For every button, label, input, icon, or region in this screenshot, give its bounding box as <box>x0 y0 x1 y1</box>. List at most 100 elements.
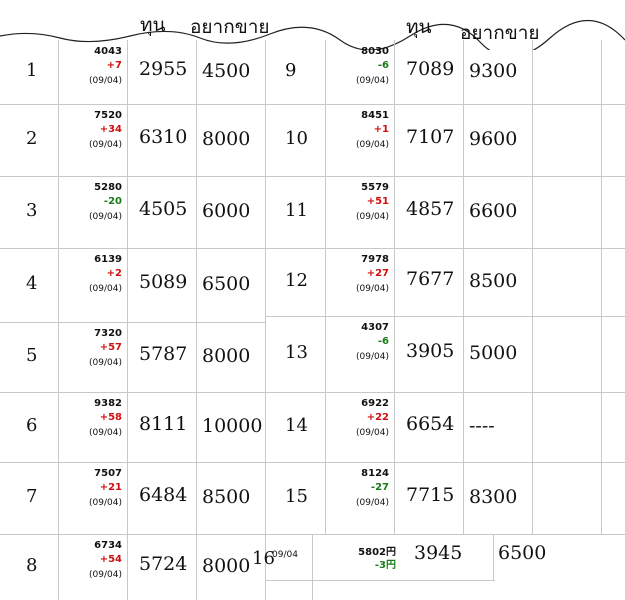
quote-date: (09/04) <box>356 140 389 150</box>
grid-line <box>265 176 625 177</box>
quote-change: +58 <box>99 412 122 423</box>
quote-price: 5579 <box>361 182 389 193</box>
row-number: 15 <box>285 486 308 507</box>
quote-date: (09/04) <box>356 212 389 222</box>
quote-date: (09/04) <box>89 498 122 508</box>
cost: 4505 <box>139 198 188 220</box>
grid-line <box>0 322 265 323</box>
cost: 3945 <box>414 542 463 564</box>
sell: 8000 <box>202 555 251 577</box>
sell: 9600 <box>469 128 518 150</box>
cost: 7107 <box>406 126 455 148</box>
sell: 8000 <box>202 128 251 150</box>
quote-price: 6734 <box>94 540 122 551</box>
quote-change: +51 <box>366 196 389 207</box>
sell: 6500 <box>202 273 251 295</box>
grid-line <box>325 40 326 534</box>
quote-date: (09/04) <box>356 76 389 86</box>
quote-date: (09/04) <box>89 358 122 368</box>
sell: 4500 <box>202 60 251 82</box>
quote-price: 6922 <box>361 398 389 409</box>
header-sell: อยากขาย <box>190 16 270 38</box>
row-number: 9 <box>285 60 297 81</box>
quote-date: (09/04) <box>89 76 122 86</box>
quote-change: +27 <box>366 268 389 279</box>
grid-line <box>0 248 265 249</box>
sell: 8000 <box>202 345 251 367</box>
quote-price: 7520 <box>94 110 122 121</box>
grid-line <box>601 40 602 534</box>
quote-date: (09/04) <box>89 140 122 150</box>
row-number: 7 <box>26 486 38 507</box>
grid-line <box>265 534 625 535</box>
grid-line <box>265 462 625 463</box>
quote-change: -6 <box>377 60 389 71</box>
cost: 5724 <box>139 553 188 575</box>
cost: 7715 <box>406 484 455 506</box>
header-sell: อยากขาย <box>460 22 540 44</box>
grid-line <box>0 104 265 105</box>
quote-change: +2 <box>106 268 122 279</box>
sell: 6600 <box>469 200 518 222</box>
grid-line <box>312 534 313 600</box>
row-number: 5 <box>26 345 38 366</box>
quote-change: +1 <box>373 124 389 135</box>
row-number: 8 <box>26 555 38 576</box>
sell: 8500 <box>202 486 251 508</box>
quote-date: (09/04) <box>356 284 389 294</box>
sell: 6500 <box>498 542 547 564</box>
grid-line <box>0 534 265 535</box>
row-number: 4 <box>26 273 38 294</box>
quote-price: 9382 <box>94 398 122 409</box>
quote-change: +21 <box>99 482 122 493</box>
quote-price: 7507 <box>94 468 122 479</box>
quote-change: +22 <box>366 412 389 423</box>
quote-price: 8030 <box>361 46 389 57</box>
grid-line <box>265 580 495 581</box>
quote-change: +34 <box>99 124 122 135</box>
quote-price: 7320 <box>94 328 122 339</box>
grid-line <box>196 40 197 600</box>
quote-price: 4307 <box>361 322 389 333</box>
cost: 2955 <box>139 58 188 80</box>
quote-change: +54 <box>99 554 122 565</box>
row-number: 11 <box>285 200 308 221</box>
grid-line <box>0 392 265 393</box>
grid-line <box>265 40 266 600</box>
grid-line <box>265 104 625 105</box>
sell: 10000 <box>202 415 263 437</box>
sell: 8500 <box>469 270 518 292</box>
quote-date: (09/04) <box>89 570 122 580</box>
quote-price: 8124 <box>361 468 389 479</box>
quote-price: 6139 <box>94 254 122 265</box>
cost: 6654 <box>406 413 455 435</box>
row-number: 6 <box>26 415 38 436</box>
cost: 8111 <box>139 413 188 435</box>
grid-line <box>265 392 625 393</box>
quote-date: (09/04) <box>356 352 389 362</box>
cost: 7677 <box>406 268 455 290</box>
quote-change: -3円 <box>374 560 396 571</box>
quote-date: 09/04 <box>272 550 298 560</box>
quote-change: +57 <box>99 342 122 353</box>
grid-line <box>394 40 395 534</box>
row-number: 3 <box>26 200 38 221</box>
grid-line <box>265 316 625 317</box>
cost: 3905 <box>406 340 455 362</box>
quote-price: 4043 <box>94 46 122 57</box>
cost: 4857 <box>406 198 455 220</box>
quote-date: (09/04) <box>89 428 122 438</box>
cost: 5787 <box>139 343 188 365</box>
grid-line <box>127 40 128 600</box>
grid-line <box>0 176 265 177</box>
quote-date: (09/04) <box>356 428 389 438</box>
quote-price: 5280 <box>94 182 122 193</box>
sell: 8300 <box>469 486 518 508</box>
quote-date: (09/04) <box>89 284 122 294</box>
row-number: 10 <box>285 128 308 149</box>
quote-change: -6 <box>377 336 389 347</box>
quote-change: -27 <box>370 482 389 493</box>
quote-date: (09/04) <box>89 212 122 222</box>
row-number: 2 <box>26 128 38 149</box>
